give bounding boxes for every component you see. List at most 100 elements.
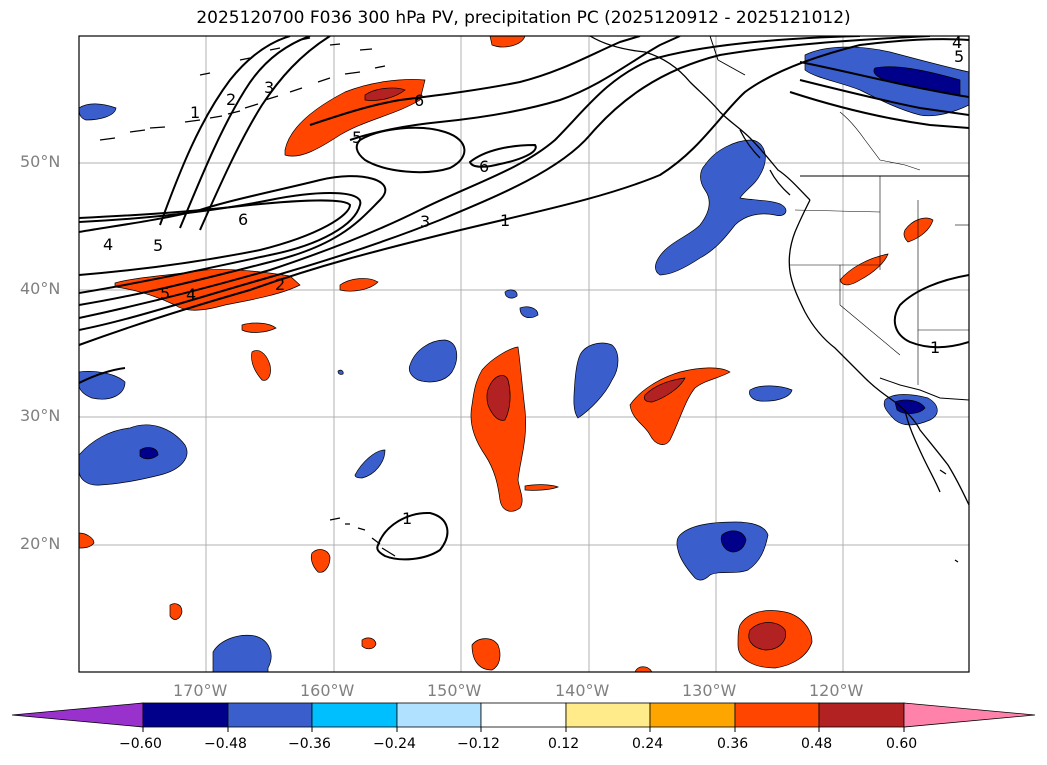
- coastlines: [99, 36, 969, 563]
- positive-anomaly-south-2: [310, 549, 331, 573]
- pv-contour-6b: [159, 36, 291, 226]
- positive-anomaly-land-1: [903, 217, 934, 243]
- bc-islands: [739, 129, 791, 196]
- negative-anomaly-sse-core: [720, 530, 747, 553]
- country-borders: [709, 36, 969, 401]
- positive-anomaly-land-2: [839, 253, 889, 286]
- positive-anomaly-central-tail: [524, 484, 559, 491]
- lon-label: 120°W: [809, 681, 864, 700]
- pv-contour-6-closed: [468, 143, 537, 168]
- negative-anomaly-small-4: [354, 449, 386, 479]
- negative-anomaly-small-2: [519, 306, 539, 318]
- positive-anomaly-south-4: [361, 637, 377, 650]
- colorbar-segment: [396, 702, 482, 728]
- lon-label: 170°W: [173, 681, 228, 700]
- contour-label: 2: [226, 90, 236, 109]
- colorbar-tick-label: −0.12: [457, 736, 500, 752]
- lat-label: 50°N: [20, 152, 61, 171]
- pv-contour-6c: [179, 36, 311, 229]
- colorbar-segment: [142, 702, 229, 728]
- contour-label: 6: [414, 91, 424, 110]
- positive-anomaly-central-core: [486, 375, 511, 421]
- negative-anomaly-west-25n-core: [139, 447, 159, 460]
- hawaii-islands: [329, 517, 396, 557]
- colorbar-tick-label: −0.24: [373, 736, 416, 752]
- negative-anomaly-small-1: [504, 289, 518, 299]
- negative-anomaly-small-3: [337, 369, 344, 375]
- contour-label: 6: [479, 157, 489, 176]
- negative-anomaly-south-west: [212, 634, 272, 672]
- lat-label: 30°N: [20, 406, 61, 425]
- pv-contour-west-edge: [79, 367, 126, 384]
- negative-anomaly-west-25n: [79, 424, 188, 486]
- positive-anomaly-alaska: [284, 79, 426, 157]
- coastline-alaska-pan: [589, 36, 811, 201]
- positive-anomaly-east-30n-core: [644, 377, 686, 403]
- colorbar-ticks: [142, 727, 905, 732]
- pv-contour-6d: [199, 36, 331, 231]
- contour-label: 6: [238, 210, 248, 229]
- lat-label: 20°N: [20, 534, 61, 553]
- lon-label: 130°W: [682, 681, 737, 700]
- colorbar-tick-label: 0.48: [801, 736, 833, 752]
- state-ca-nv: [839, 265, 901, 356]
- negative-anomaly-baja-core: [894, 399, 926, 414]
- colorbar-segment: [818, 702, 905, 728]
- positive-anomaly-alaska-core: [364, 87, 406, 101]
- lon-label: 150°W: [427, 681, 482, 700]
- negative-anomaly-nw: [79, 103, 117, 121]
- positive-anomaly-small-3: [251, 350, 271, 381]
- pv-contour-5-closed: [355, 126, 466, 174]
- negative-anomaly-sse: [676, 521, 769, 581]
- state-bc-yukon: [839, 111, 921, 171]
- contour-label: 3: [420, 212, 430, 231]
- pv-contour-upper-band2: [349, 36, 681, 141]
- colorbar-tick-label: 0.36: [717, 736, 749, 752]
- negative-anomaly-east-33n: [749, 385, 793, 402]
- negative-anomaly-mid-1: [408, 339, 458, 383]
- contour-label: 5: [160, 284, 170, 303]
- pv-contour-2: [79, 36, 931, 331]
- contour-label: 4: [952, 33, 962, 52]
- pv-contour-1: [79, 38, 969, 346]
- lon-label: 140°W: [555, 681, 610, 700]
- colorbar-tick-label: 0.60: [886, 736, 918, 752]
- contour-label: 5: [153, 236, 163, 255]
- aleutians-west: [99, 65, 386, 141]
- positive-anomaly-small-1: [339, 278, 379, 292]
- pv-contour-3: [79, 36, 861, 319]
- contour-label: 4: [186, 285, 196, 304]
- map-title: 2025120700 F036 300 hPa PV, precipitatio…: [196, 8, 851, 28]
- contour-label: 4: [103, 235, 113, 254]
- colorbar-tick-label: −0.36: [288, 736, 331, 752]
- colorbar-tick-label: 0.12: [548, 736, 580, 752]
- coastline-baja-peninsula: [904, 409, 941, 493]
- contour-label: 1: [190, 103, 200, 122]
- coastline-west-us: [788, 199, 896, 403]
- colorbar-tick-label: −0.48: [204, 736, 247, 752]
- contour-label: 1: [930, 338, 940, 357]
- pv-contours: [79, 36, 969, 561]
- state-borders: [790, 111, 969, 385]
- aleutian-clusters: [199, 37, 373, 76]
- colorbar-segment: [649, 702, 736, 728]
- colorbar-segment: [227, 702, 313, 728]
- southeast-islands: [939, 469, 959, 563]
- pv-contour-1-hawaii: [376, 511, 449, 561]
- lat-label: 40°N: [20, 279, 61, 298]
- colorbar-segment: [311, 702, 398, 728]
- colorbar-extend-low: [11, 702, 144, 728]
- map-area: [79, 36, 969, 672]
- negative-anomaly-coast-bc: [655, 139, 787, 276]
- contour-label: 5: [352, 128, 362, 147]
- contour-labels: 1 2 3 4 5 6 6 5 6 3 1 4 5 5 4 2 1 1: [103, 33, 964, 528]
- positive-anomaly-sw-edge: [79, 532, 95, 549]
- contour-label: 2: [275, 275, 285, 294]
- colorbar: [11, 702, 1036, 732]
- contour-label: 1: [500, 211, 510, 230]
- positive-anomaly-south-3: [169, 603, 183, 620]
- state-wa-or: [794, 209, 881, 213]
- contour-label: 3: [264, 78, 274, 97]
- pv-contour-6a: [79, 199, 352, 276]
- pv-contour-upper-band: [309, 36, 641, 126]
